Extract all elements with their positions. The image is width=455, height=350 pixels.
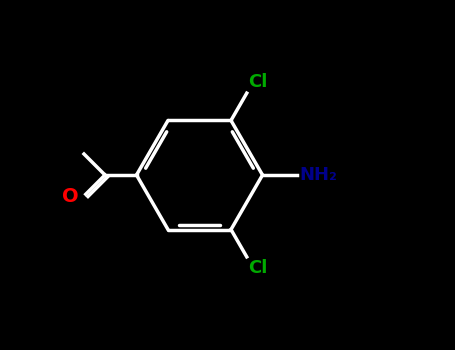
Text: Cl: Cl [248,74,268,91]
Text: NH₂: NH₂ [299,166,337,184]
Text: Cl: Cl [248,259,268,276]
Text: O: O [62,187,79,205]
